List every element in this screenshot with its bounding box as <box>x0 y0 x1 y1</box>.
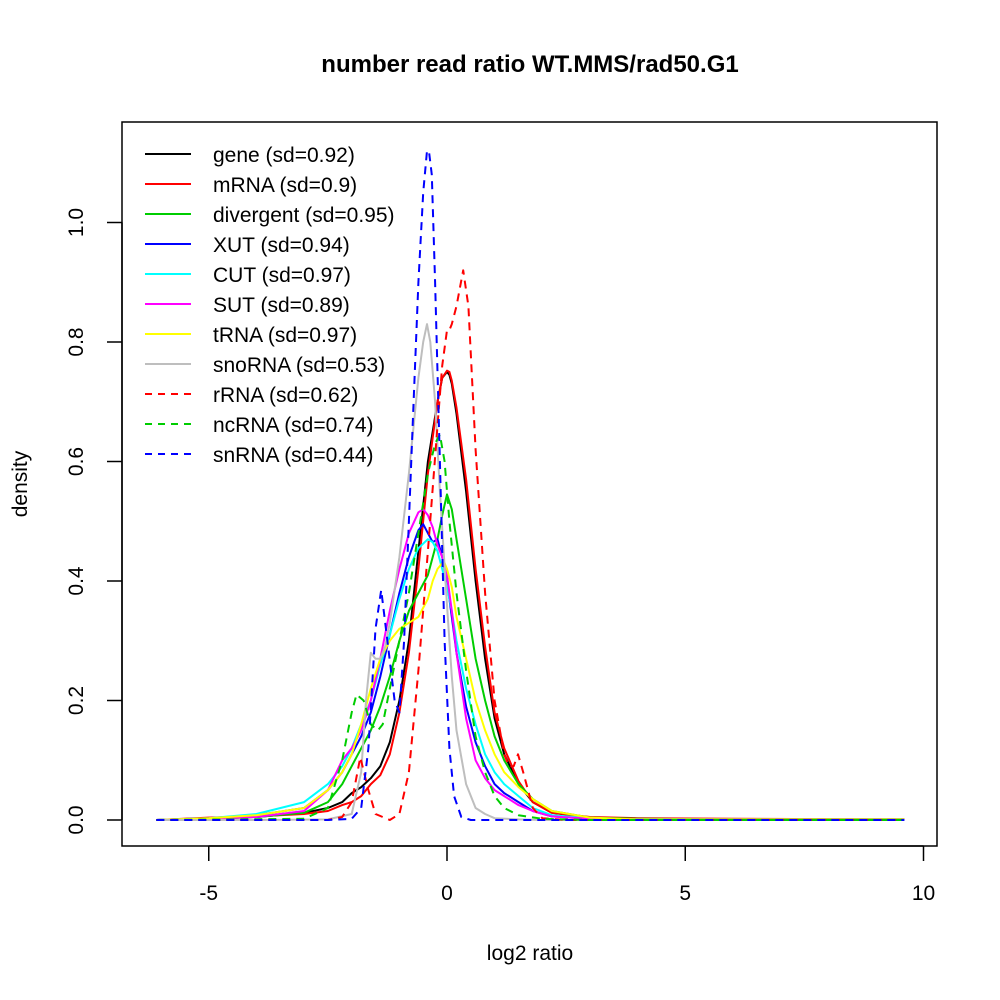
x-tick-label: 5 <box>679 882 691 905</box>
legend-entry: gene (sd=0.92) <box>145 144 355 167</box>
legend-entry: snRNA (sd=0.44) <box>145 444 374 467</box>
legend-label: XUT (sd=0.94) <box>213 234 350 257</box>
y-tick-label: 0.4 <box>65 566 88 596</box>
legend-label: divergent (sd=0.95) <box>213 204 395 227</box>
legend-label: tRNA (sd=0.97) <box>213 324 357 347</box>
legend-label: snoRNA (sd=0.53) <box>213 354 385 377</box>
legend-entry: CUT (sd=0.97) <box>145 264 351 287</box>
legend-label: snRNA (sd=0.44) <box>213 444 374 467</box>
legend-entry: tRNA (sd=0.97) <box>145 324 357 347</box>
series-line-rrna <box>156 269 905 821</box>
series-line-mrna <box>156 369 905 821</box>
y-tick-label: 1.0 <box>65 208 88 237</box>
y-axis: 0.0 0.2 0.4 0.6 0.8 1.0 <box>65 208 123 835</box>
y-tick-label: 0.8 <box>65 327 88 356</box>
y-tick-label: 0.0 <box>65 805 88 834</box>
legend-entry: snoRNA (sd=0.53) <box>145 354 385 377</box>
series-line-ncrna <box>156 433 905 821</box>
series-line-trna <box>156 562 905 821</box>
legend-label: rRNA (sd=0.62) <box>213 384 358 407</box>
series-line-divergent <box>156 493 905 821</box>
legend: gene (sd=0.92) mRNA (sd=0.9) divergent (sd… <box>145 144 395 467</box>
legend-entry: SUT (sd=0.89) <box>145 294 350 317</box>
legend-entry: mRNA (sd=0.9) <box>145 174 357 197</box>
legend-entry: XUT (sd=0.94) <box>145 234 350 257</box>
legend-label: ncRNA (sd=0.74) <box>213 414 374 437</box>
series-line-xut <box>156 523 905 821</box>
legend-label: mRNA (sd=0.9) <box>213 174 357 197</box>
y-tick-label: 0.2 <box>65 686 88 715</box>
legend-label: CUT (sd=0.97) <box>213 264 351 287</box>
plot-frame <box>121 121 938 847</box>
series-layer <box>156 149 905 821</box>
series-line-gene <box>156 370 905 821</box>
x-axis-label: log2 ratio <box>487 942 573 965</box>
series-line-cut <box>156 538 905 821</box>
series-line-snorna <box>156 323 905 821</box>
x-tick-label: -5 <box>199 882 218 905</box>
x-tick-label: 0 <box>441 882 453 905</box>
chart-title: number read ratio WT.MMS/rad50.G1 <box>321 51 738 78</box>
x-axis: -5 0 5 10 <box>199 845 935 905</box>
y-axis-label: density <box>9 450 32 517</box>
legend-entry: rRNA (sd=0.62) <box>145 384 358 407</box>
legend-entry: divergent (sd=0.95) <box>145 204 395 227</box>
y-tick-label: 0.6 <box>65 447 88 476</box>
legend-label: gene (sd=0.92) <box>213 144 355 167</box>
series-line-sut <box>156 508 905 821</box>
legend-label: SUT (sd=0.89) <box>213 294 350 317</box>
legend-entry: ncRNA (sd=0.74) <box>145 414 374 437</box>
x-tick-label: 10 <box>912 882 935 905</box>
